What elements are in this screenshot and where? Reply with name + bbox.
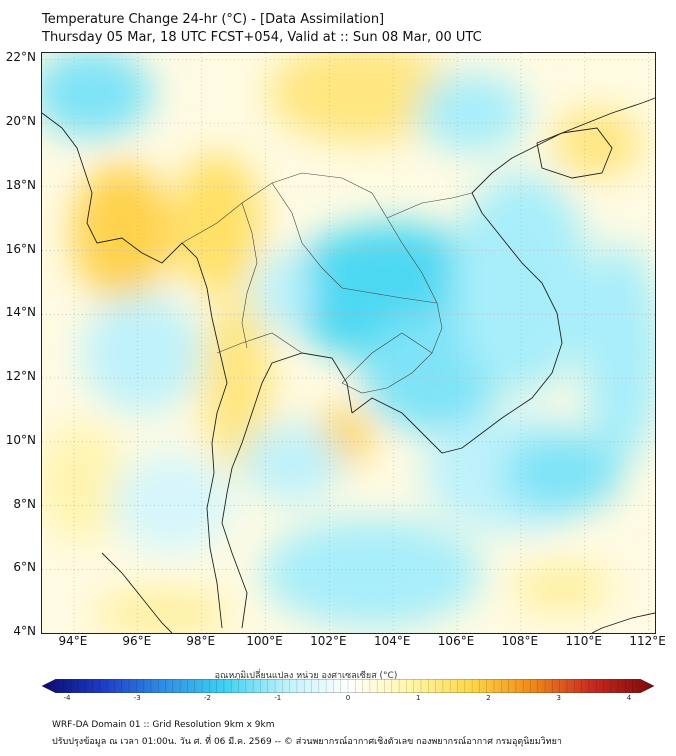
footer-credit: ปรับปรุงข้อมูล ณ เวลา 01:00น. วัน ศ. ที่… [52,737,562,747]
coastlines [42,97,655,633]
map-title: Temperature Change 24-hr (°C) - [Data As… [42,12,385,27]
lat-label: 16°N [5,241,36,256]
lat-label: 8°N [13,496,36,511]
temperature-field [42,53,655,633]
lat-label: 14°N [5,305,36,320]
colorbar [41,678,655,697]
lon-label: 94°E [58,634,88,648]
map-canvas [42,53,655,633]
colorbar-tick: 0 [345,694,351,702]
colorbar-tick: -3 [133,694,141,702]
lat-label: 4°N [13,624,36,638]
colorbar-tick: 4 [626,694,632,702]
colorbar-title: อุณหภูมิเปลี่ยนแปลง หน่วย องศาเซลเซียส (… [214,671,398,681]
lon-label: 96°E [122,634,152,648]
lon-label: 104°E [373,634,411,648]
lat-label: 20°N [5,114,36,129]
lat-label: 10°N [5,432,36,447]
lon-label: 108°E [501,634,539,648]
lon-label: 112°E [629,634,666,648]
colorbar-tick: -4 [63,694,71,702]
lat-label: 12°N [5,369,36,384]
graticule [42,53,655,633]
lat-label: 6°N [13,560,36,575]
footer-model-info: WRF-DA Domain 01 :: Grid Resolution 9km … [52,720,275,730]
lat-label: 22°N [5,50,36,65]
lon-label: 106°E [437,634,475,648]
colorbar-tick: -1 [274,694,282,702]
lon-label: 100°E [246,634,283,648]
colorbar-svg [41,678,655,694]
colorbar-tick: 2 [486,694,491,702]
lon-label: 102°E [310,634,347,648]
map-subtitle: Thursday 05 Mar, 18 UTC FCST+054, Valid … [42,30,482,45]
lon-label: 110°E [565,634,603,648]
lat-label: 18°N [5,177,36,192]
colorbar-tick: -2 [204,694,211,702]
borders [181,172,473,394]
temperature-change-map [41,52,656,634]
colorbar-tick: 3 [556,694,561,702]
lon-label: 98°E [186,634,216,648]
colorbar-tick: 1 [416,694,421,702]
